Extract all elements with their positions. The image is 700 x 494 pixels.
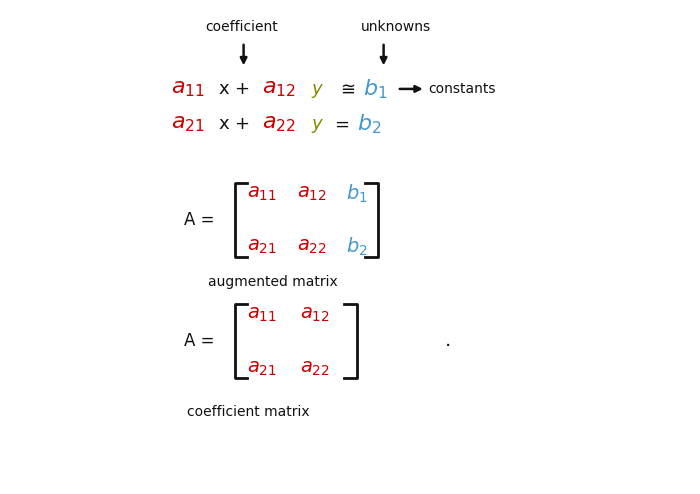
Text: =: =: [334, 116, 349, 133]
Text: $b_2$: $b_2$: [358, 113, 382, 136]
Text: $a_{21}$: $a_{21}$: [248, 359, 277, 377]
Text: A =: A =: [184, 332, 215, 350]
Text: coefficient: coefficient: [205, 20, 278, 34]
Text: y: y: [312, 80, 323, 98]
Text: $a_{22}$: $a_{22}$: [300, 359, 330, 377]
Text: .: .: [445, 331, 451, 350]
Text: $a_{22}$: $a_{22}$: [262, 115, 295, 134]
Text: x: x: [218, 80, 230, 98]
Text: $a_{21}$: $a_{21}$: [248, 238, 277, 256]
Text: coefficient matrix: coefficient matrix: [187, 406, 310, 419]
Text: $a_{11}$: $a_{11}$: [171, 79, 204, 99]
Text: $a_{22}$: $a_{22}$: [297, 238, 326, 256]
Text: $a_{12}$: $a_{12}$: [262, 79, 295, 99]
Text: augmented matrix: augmented matrix: [208, 275, 338, 288]
Text: $a_{21}$: $a_{21}$: [171, 115, 204, 134]
Text: +: +: [234, 116, 249, 133]
Text: $a_{11}$: $a_{11}$: [248, 184, 277, 203]
Text: $\cong$: $\cong$: [337, 80, 356, 98]
Text: unknowns: unknowns: [360, 20, 430, 34]
Text: $a_{12}$: $a_{12}$: [297, 184, 326, 203]
Text: constants: constants: [428, 82, 496, 96]
Text: $a_{12}$: $a_{12}$: [300, 305, 330, 324]
Text: +: +: [234, 80, 249, 98]
Text: x: x: [218, 116, 230, 133]
Text: A =: A =: [184, 211, 215, 229]
Text: $a_{11}$: $a_{11}$: [248, 305, 277, 324]
Text: $b_1$: $b_1$: [346, 182, 368, 205]
Text: y: y: [312, 116, 323, 133]
Text: $b_2$: $b_2$: [346, 236, 368, 258]
Text: $b_1$: $b_1$: [363, 77, 387, 101]
